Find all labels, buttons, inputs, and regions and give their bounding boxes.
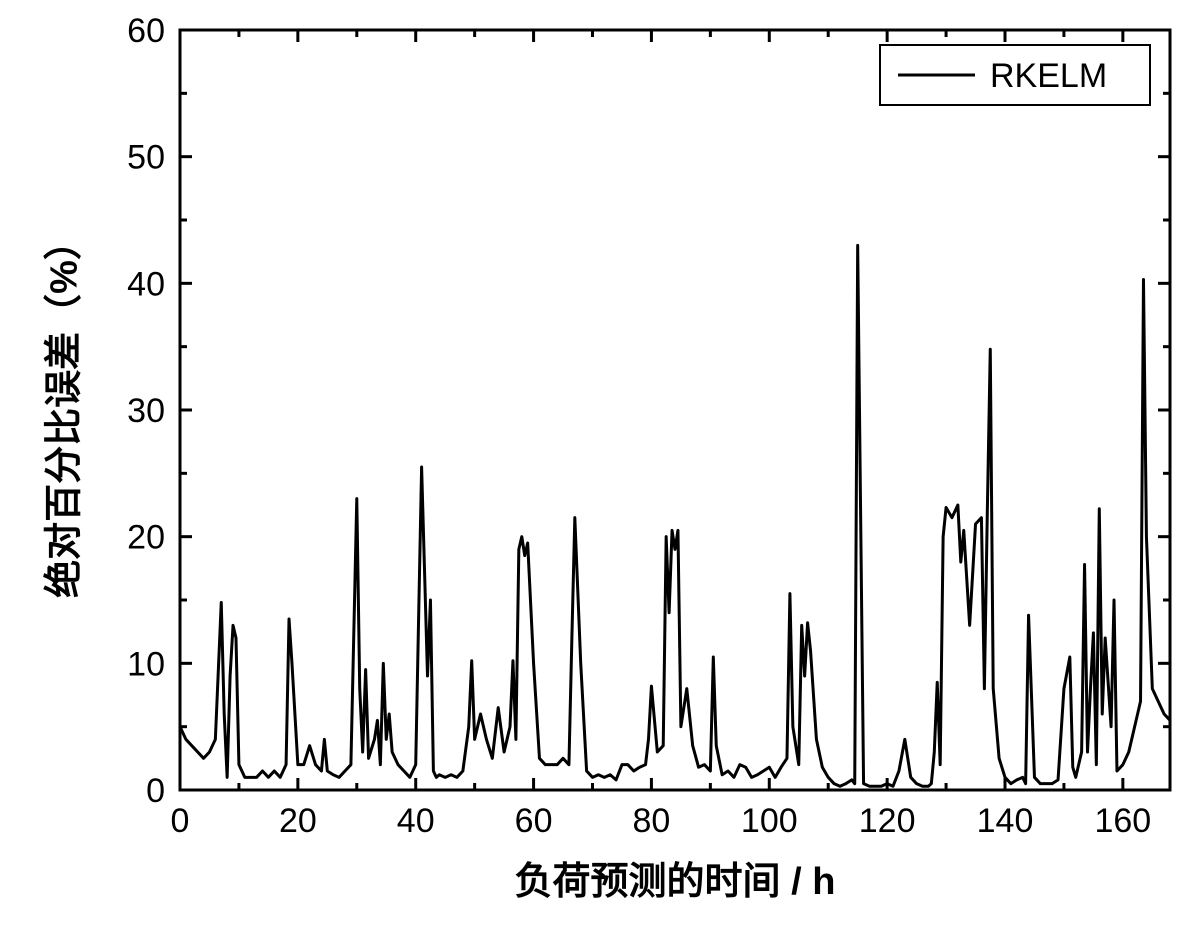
y-axis-label: 绝对百分比误差（%） (33, 222, 88, 598)
svg-text:50: 50 (127, 139, 165, 177)
svg-text:0: 0 (146, 772, 165, 810)
x-axis-label: 负荷预测的时间 / h (515, 850, 836, 905)
svg-text:40: 40 (127, 265, 165, 303)
svg-text:80: 80 (633, 802, 671, 840)
svg-text:160: 160 (1094, 802, 1151, 840)
svg-text:20: 20 (127, 519, 165, 557)
svg-text:40: 40 (397, 802, 435, 840)
svg-text:100: 100 (741, 802, 798, 840)
svg-text:60: 60 (515, 802, 553, 840)
svg-text:RKELM: RKELM (990, 57, 1107, 95)
svg-text:20: 20 (279, 802, 317, 840)
svg-text:30: 30 (127, 392, 165, 430)
svg-text:120: 120 (859, 802, 916, 840)
line-chart: 0 20 40 60 80 100 120 140 160 0 10 20 30 40 50 60 RKELM (0, 0, 1201, 945)
svg-text:10: 10 (127, 645, 165, 683)
svg-text:0: 0 (171, 802, 190, 840)
svg-text:140: 140 (977, 802, 1034, 840)
svg-text:60: 60 (127, 12, 165, 50)
chart-container: 0204060801001201401600102030405060RKELM … (0, 0, 1201, 945)
